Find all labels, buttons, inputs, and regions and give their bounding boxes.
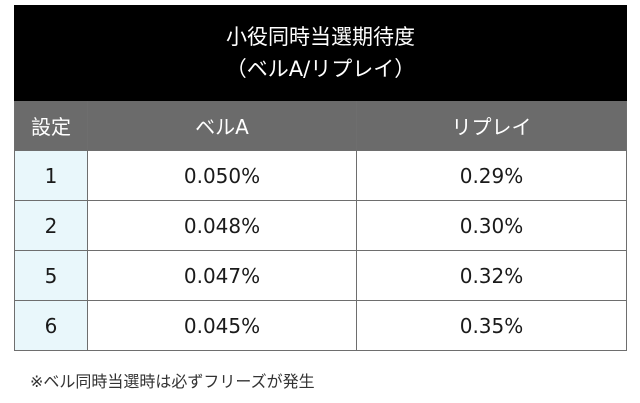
table-row: 2 0.048% 0.30% (14, 200, 627, 251)
probability-table: 小役同時当選期待度 （ベルA/リプレイ） 設定 ベルA リプレイ 1 0.050… (14, 5, 627, 351)
replay-cell: 0.32% (356, 250, 627, 301)
setting-cell: 5 (14, 250, 88, 301)
table-row: 6 0.045% 0.35% (14, 300, 627, 351)
bell-a-cell: 0.047% (87, 250, 357, 301)
header-row: 設定 ベルA リプレイ (14, 100, 627, 151)
replay-cell: 0.35% (356, 300, 627, 351)
replay-cell: 0.29% (356, 150, 627, 201)
header-replay: リプレイ (356, 100, 627, 151)
table-title-line1: 小役同時当選期待度 (226, 25, 415, 49)
table-title: 小役同時当選期待度 （ベルA/リプレイ） (14, 5, 627, 101)
table-title-line2: （ベルA/リプレイ） (225, 57, 416, 81)
title-row: 小役同時当選期待度 （ベルA/リプレイ） (14, 5, 627, 101)
bell-a-cell: 0.048% (87, 200, 357, 251)
bell-a-cell: 0.045% (87, 300, 357, 351)
replay-cell: 0.30% (356, 200, 627, 251)
setting-cell: 2 (14, 200, 88, 251)
header-bell-a: ベルA (87, 100, 357, 151)
table-row: 1 0.050% 0.29% (14, 150, 627, 201)
footnote: ※ベル同時当選時は必ずフリーズが発生 (30, 372, 315, 391)
setting-cell: 6 (14, 300, 88, 351)
setting-cell: 1 (14, 150, 88, 201)
header-setting: 設定 (14, 100, 88, 151)
table-row: 5 0.047% 0.32% (14, 250, 627, 301)
probability-table-container: 小役同時当選期待度 （ベルA/リプレイ） 設定 ベルA リプレイ 1 0.050… (14, 5, 627, 351)
bell-a-cell: 0.050% (87, 150, 357, 201)
